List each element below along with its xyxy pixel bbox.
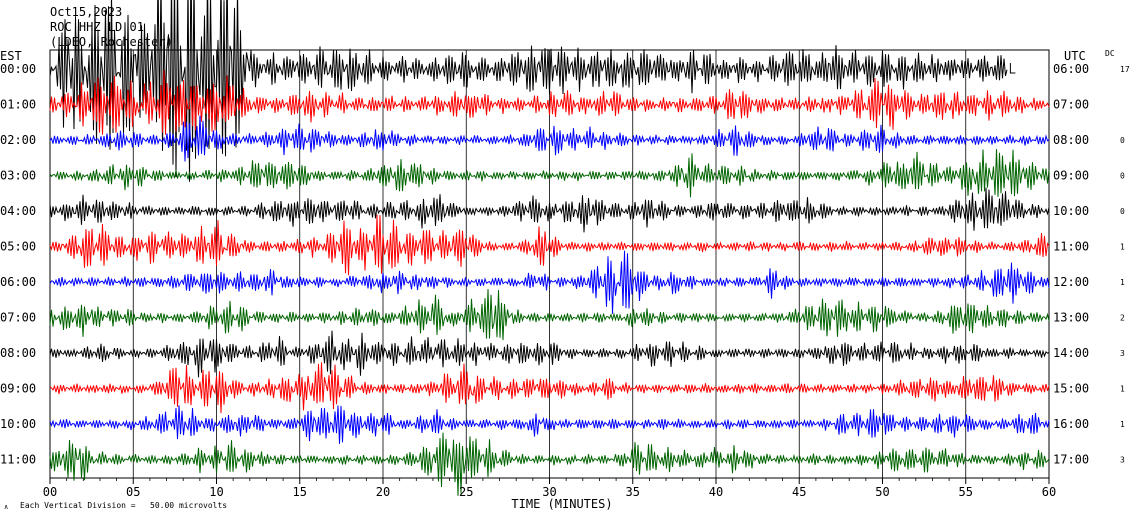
seismic-traces <box>49 0 1050 496</box>
x-axis-label: TIME (MINUTES) <box>511 497 612 511</box>
row-est-label: 11:00 <box>0 453 36 467</box>
x-axis-ticks: 00 05 10 15 20 25 30 35 40 45 50 55 60 <box>43 485 1056 499</box>
row-utc-label: 17:00 <box>1053 453 1089 467</box>
dc-label: DC <box>1105 49 1115 58</box>
row-est-label: 00:00 <box>0 62 36 76</box>
x-tick-label: 50 <box>875 485 889 499</box>
trace-end-marker <box>1009 63 1016 74</box>
header-location: (LDEO, Rochester) <box>50 35 173 49</box>
row-est-label: 09:00 <box>0 382 36 396</box>
x-tick-label: 05 <box>126 485 140 499</box>
seismic-trace <box>49 0 1008 182</box>
header-date: Oct15,2023 <box>50 5 122 19</box>
row-est-label: 02:00 <box>0 133 36 147</box>
x-tick-label: 20 <box>376 485 390 499</box>
x-tick-label: 35 <box>626 485 640 499</box>
row-utc-label: 08:00 <box>1053 133 1089 147</box>
row-utc-label: 13:00 <box>1053 311 1089 325</box>
row-est-label: 06:00 <box>0 275 36 289</box>
x-tick-label: 30 <box>542 485 556 499</box>
left-axis-label: EST <box>0 49 22 63</box>
row-est-label: 10:00 <box>0 417 36 431</box>
x-tick-label: 55 <box>959 485 973 499</box>
x-tick-label: 15 <box>293 485 307 499</box>
footer-note: Each Vertical Division = 50.00 microvolt… <box>20 501 227 510</box>
row-dc-value: 1 <box>1120 278 1125 287</box>
seismic-trace <box>49 214 1050 276</box>
row-utc-label: 11:00 <box>1053 240 1089 254</box>
row-utc-label: 12:00 <box>1053 275 1089 289</box>
row-dc-value: 3 <box>1120 349 1125 358</box>
row-dc-value: 0 <box>1120 172 1125 181</box>
row-dc-value: 1 <box>1120 420 1125 429</box>
row-est-label: 01:00 <box>0 98 36 112</box>
row-dc-value: 0 <box>1120 136 1125 145</box>
row-est-label: 04:00 <box>0 204 36 218</box>
scale-icon: ∧ <box>4 503 8 511</box>
seismic-trace <box>49 330 1050 378</box>
x-tick-label: 60 <box>1042 485 1056 499</box>
x-tick-label: 10 <box>209 485 223 499</box>
row-utc-label: 14:00 <box>1053 346 1089 360</box>
right-axis-label: UTC <box>1064 49 1086 63</box>
seismic-trace <box>49 405 1050 444</box>
x-tick-label: 00 <box>43 485 57 499</box>
x-tick-label: 40 <box>709 485 723 499</box>
row-utc-label: 16:00 <box>1053 417 1089 431</box>
row-utc-label: 15:00 <box>1053 382 1089 396</box>
seismic-trace <box>49 149 1050 198</box>
x-tick-label: 45 <box>792 485 806 499</box>
header-station: ROC HHZ LD 01 <box>50 20 144 34</box>
row-utc-label: 06:00 <box>1053 62 1089 76</box>
row-est-label: 07:00 <box>0 311 36 325</box>
row-dc-value: 3 <box>1120 456 1125 465</box>
seismic-trace <box>49 70 1050 135</box>
seismic-trace <box>49 250 1050 314</box>
row-utc-label: 07:00 <box>1053 98 1089 112</box>
seismic-trace <box>49 288 1050 341</box>
x-tick-label: 25 <box>459 485 473 499</box>
row-dc-value: 17 <box>1120 65 1130 74</box>
row-labels: 00:00 06:00 17 01:00 07:00 02:00 08:00 0 03:00 09… <box>0 62 1130 467</box>
seismic-trace <box>49 432 1050 496</box>
row-est-label: 05:00 <box>0 240 36 254</box>
row-dc-value: 1 <box>1120 385 1125 394</box>
seismic-trace <box>49 362 1050 414</box>
chart-grid <box>49 49 1050 484</box>
seismic-trace <box>49 115 1050 162</box>
row-utc-label: 09:00 <box>1053 169 1089 183</box>
row-dc-value: 1 <box>1120 243 1125 252</box>
row-utc-label: 10:00 <box>1053 204 1089 218</box>
row-est-label: 03:00 <box>0 169 36 183</box>
row-dc-value: 2 <box>1120 314 1125 323</box>
seismic-trace <box>49 187 1050 233</box>
row-dc-value: 0 <box>1120 207 1125 216</box>
row-est-label: 08:00 <box>0 346 36 360</box>
